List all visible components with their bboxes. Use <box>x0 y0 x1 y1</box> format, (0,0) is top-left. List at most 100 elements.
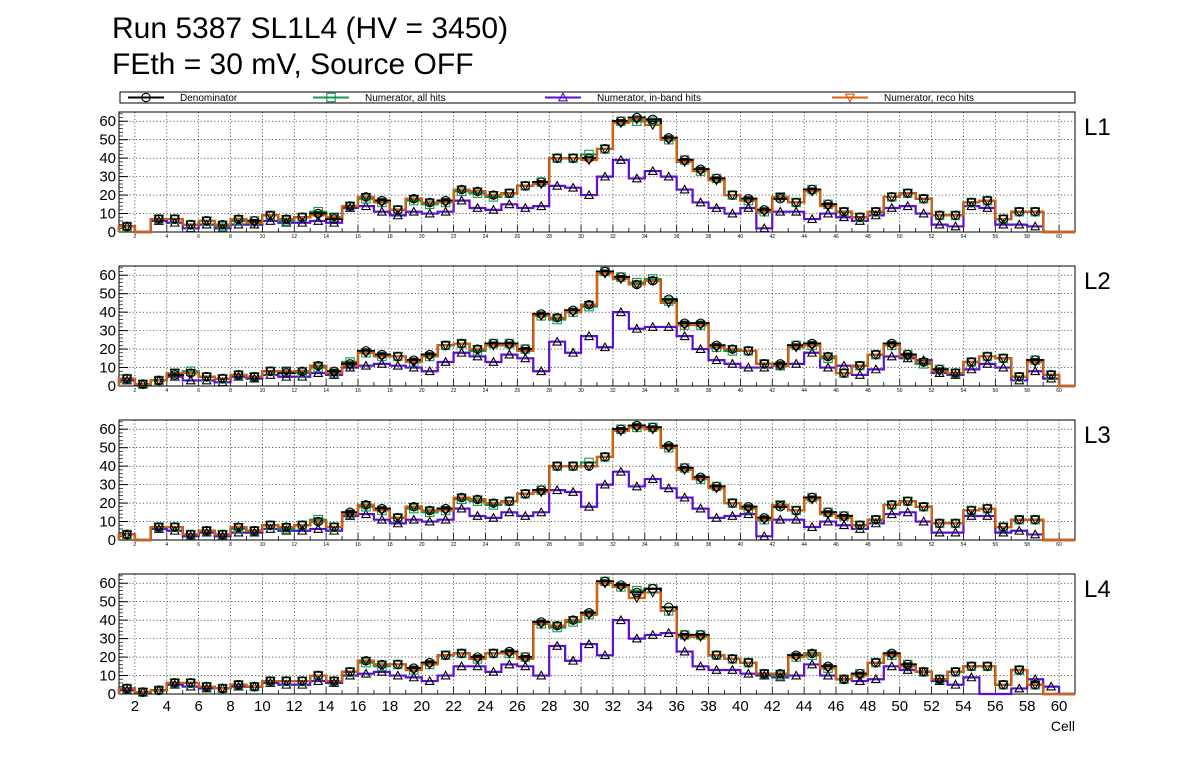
point-numerator_reco <box>201 682 212 692</box>
x-tick-label-small: 38 <box>706 234 712 240</box>
point-numerator_reco <box>456 185 467 195</box>
x-tick-label-small: 28 <box>546 388 552 394</box>
point-denominator <box>679 318 690 328</box>
point-numerator_reco <box>328 523 340 533</box>
y-tick-label: 50 <box>99 132 116 149</box>
point-numerator_reco <box>631 423 642 433</box>
x-tick-label-small: 24 <box>483 388 489 394</box>
point-numerator_inband <box>472 510 483 520</box>
point-numerator_inband <box>727 358 738 368</box>
point-numerator_reco <box>743 347 754 357</box>
point-numerator_reco <box>775 361 786 372</box>
point-denominator <box>600 266 610 277</box>
x-tick-label-small: 28 <box>546 234 552 240</box>
point-denominator <box>775 194 785 204</box>
x-tick-label-small: 6 <box>197 234 200 240</box>
point-denominator <box>711 481 722 492</box>
point-numerator_reco <box>902 497 913 507</box>
point-numerator_reco <box>504 341 515 351</box>
x-tick-label-small: 58 <box>1024 234 1030 240</box>
point-numerator_inband <box>886 508 897 519</box>
point-denominator <box>807 338 817 349</box>
point-numerator_reco <box>567 616 579 626</box>
point-denominator <box>361 346 371 356</box>
point-denominator <box>377 195 387 206</box>
point-numerator_inband <box>504 659 515 669</box>
point-numerator_inband <box>998 362 1009 372</box>
x-tick-label-small: 60 <box>1056 542 1062 548</box>
point-numerator_inband <box>647 321 658 331</box>
point-numerator_inband <box>313 523 324 533</box>
point-numerator_inband <box>567 182 579 192</box>
point-denominator <box>616 116 626 126</box>
x-tick-label-small: 10 <box>260 234 266 240</box>
point-numerator_reco <box>998 523 1009 533</box>
point-numerator_reco <box>440 506 451 516</box>
x-tick-label: 22 <box>445 698 462 715</box>
point-numerator_reco <box>775 669 786 680</box>
x-tick-label-small: 40 <box>738 388 744 394</box>
point-numerator_inband <box>567 655 579 665</box>
point-denominator <box>329 366 339 376</box>
x-tick-label-small: 22 <box>451 388 457 394</box>
series-step-numerator_reco <box>117 272 1075 388</box>
x-tick-label-small: 22 <box>451 542 457 548</box>
point-numerator_inband <box>982 510 993 520</box>
y-tick-label: 50 <box>99 594 116 611</box>
point-numerator_reco <box>408 358 419 368</box>
point-numerator_reco <box>775 193 786 203</box>
point-numerator_reco <box>1014 372 1025 383</box>
point-numerator_reco <box>552 621 563 632</box>
point-numerator_reco <box>727 345 738 355</box>
point-numerator_reco <box>297 521 308 531</box>
point-numerator_inband <box>743 362 754 372</box>
point-numerator_inband <box>966 510 977 520</box>
point-denominator <box>823 661 833 672</box>
x-tick-label-small: 18 <box>387 388 393 394</box>
point-numerator_inband <box>998 527 1009 537</box>
point-numerator_inband <box>1014 683 1025 693</box>
x-tick-label-small: 24 <box>483 542 489 548</box>
point-numerator_inband <box>536 670 547 680</box>
y-tick-label: 30 <box>99 477 116 494</box>
x-tick-label-small: 4 <box>165 542 168 548</box>
x-tick-label-small: 8 <box>229 542 232 548</box>
point-numerator_reco <box>663 299 674 309</box>
point-denominator <box>472 652 483 662</box>
x-tick-label-small: 16 <box>355 542 361 548</box>
point-numerator_inband <box>822 516 834 526</box>
point-denominator <box>934 364 945 375</box>
point-numerator_reco <box>998 354 1009 364</box>
markers-numerator_reco <box>121 115 1041 232</box>
y-tick-label: 50 <box>99 440 116 457</box>
point-numerator_inband <box>631 633 642 643</box>
x-tick-label-small: 32 <box>610 542 616 548</box>
x-tick-label-small: 8 <box>229 234 232 240</box>
point-numerator_inband <box>918 208 929 218</box>
point-numerator_inband <box>456 503 467 513</box>
point-numerator_reco <box>743 504 754 514</box>
series-step-numerator_reco <box>117 426 1075 542</box>
point-numerator_inband <box>695 197 706 207</box>
point-denominator <box>377 349 387 360</box>
point-numerator_inband <box>520 510 531 520</box>
markers-denominator <box>122 112 1040 232</box>
y-tick-label: 10 <box>99 206 116 223</box>
point-numerator_reco <box>360 501 372 511</box>
point-numerator_reco <box>504 649 515 659</box>
point-numerator_reco <box>902 662 913 672</box>
point-numerator_reco <box>217 374 228 384</box>
point-numerator_reco <box>488 499 499 509</box>
point-denominator <box>313 208 323 219</box>
point-denominator <box>568 305 578 316</box>
point-numerator_inband <box>934 527 945 537</box>
x-tick-label-small: 20 <box>419 542 425 548</box>
point-denominator <box>345 359 355 369</box>
point-denominator <box>281 368 292 378</box>
point-denominator <box>679 155 690 165</box>
x-tick-label: 46 <box>828 698 845 715</box>
point-numerator_reco <box>886 651 897 661</box>
y-tick-label: 50 <box>99 286 116 303</box>
